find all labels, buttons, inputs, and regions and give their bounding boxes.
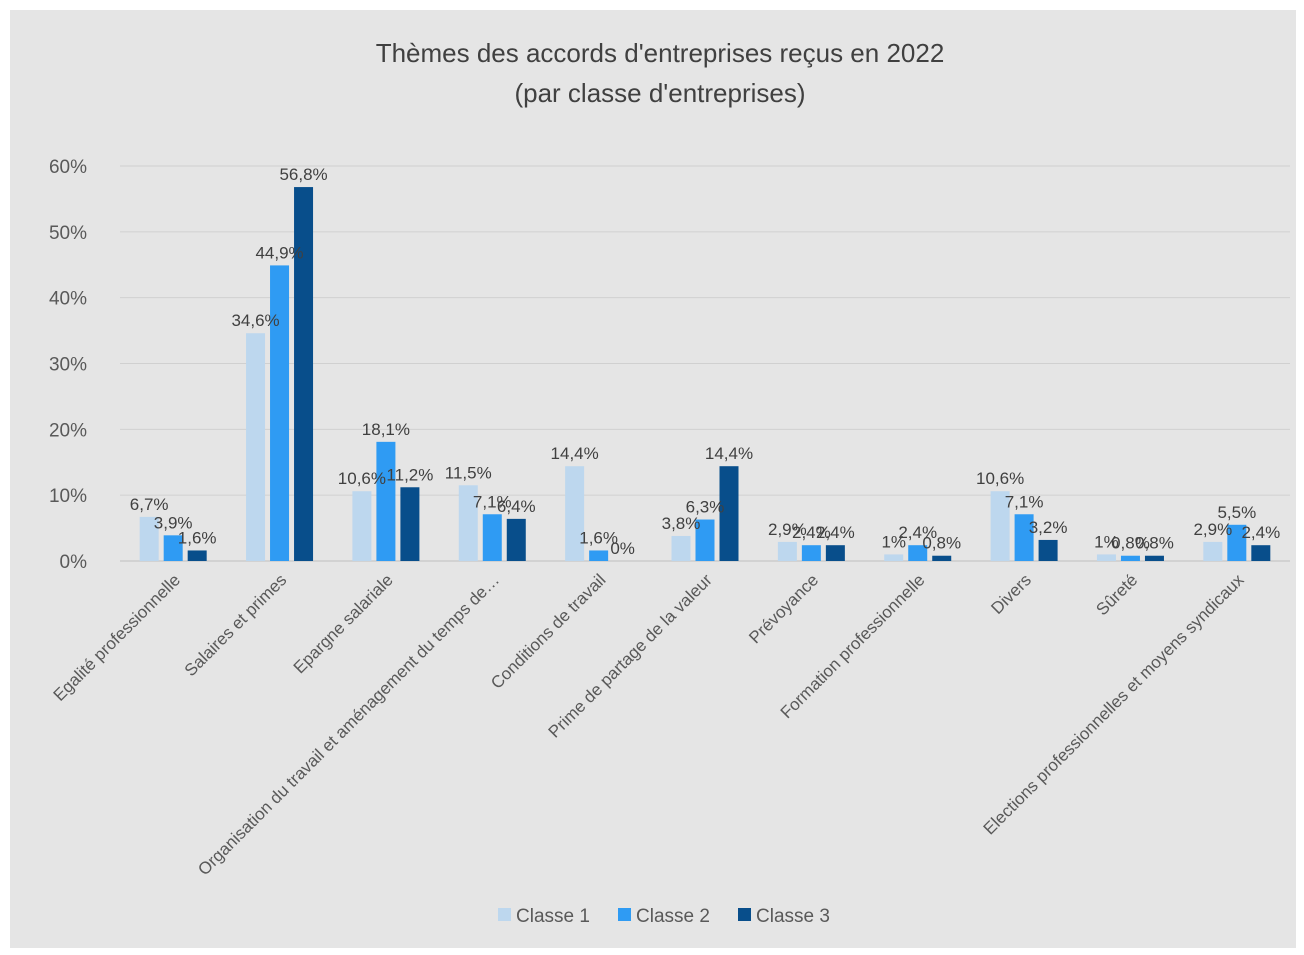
bar <box>589 550 609 561</box>
data-label: 2,4% <box>816 523 855 542</box>
bar <box>1038 539 1058 561</box>
data-label: 1,6% <box>579 528 618 547</box>
bar <box>458 485 478 561</box>
y-tick-label: 10% <box>49 486 87 507</box>
data-label: 3,2% <box>1029 518 1068 537</box>
data-labels: 6,7%3,9%1,6%34,6%44,9%56,8%10,6%18,1%11,… <box>130 165 1280 558</box>
data-label: 11,2% <box>386 465 433 484</box>
bar <box>695 519 715 561</box>
bar <box>719 466 739 561</box>
data-label: 2,9% <box>768 520 807 539</box>
data-label: 34,6% <box>231 311 279 330</box>
legend: Classe 1 Classe 2 Classe 3 <box>498 906 830 927</box>
legend-label: Classe 1 <box>516 906 590 927</box>
bar <box>246 333 266 561</box>
legend-swatch <box>738 908 751 921</box>
x-tick-label: Divers <box>987 570 1034 617</box>
bar <box>139 516 159 561</box>
y-tick-label: 0% <box>60 552 88 573</box>
data-label: 10,6% <box>976 469 1024 488</box>
data-label: 2,9% <box>1193 520 1232 539</box>
data-label: 2,4% <box>1241 523 1280 542</box>
bar <box>400 487 420 561</box>
x-tick-label: Egalité professionnelle <box>50 570 184 704</box>
x-tick-label: Conditions de travail <box>487 570 609 692</box>
y-tick-label: 50% <box>49 223 87 244</box>
data-label: 1,6% <box>178 528 217 547</box>
bar <box>932 555 952 561</box>
data-label: 1% <box>1094 532 1119 551</box>
bar <box>1227 524 1247 561</box>
data-label: 3,8% <box>662 514 701 533</box>
bar <box>482 514 502 561</box>
bar <box>1014 514 1034 561</box>
bar <box>990 491 1010 561</box>
data-label: 0,8% <box>1135 534 1174 553</box>
bar <box>884 554 904 561</box>
chart-title: Thèmes des accords d'entreprises reçus e… <box>376 38 945 68</box>
bar <box>187 550 207 561</box>
legend-swatch <box>498 908 511 921</box>
bar <box>825 545 845 561</box>
data-label: 3,9% <box>154 513 193 532</box>
gridlines <box>120 165 1290 562</box>
bar <box>908 545 928 561</box>
bar <box>1203 541 1223 561</box>
bar <box>376 441 396 561</box>
bar <box>352 491 372 561</box>
data-label: 14,4% <box>551 444 599 463</box>
bar <box>1144 555 1164 561</box>
data-label: 2,4% <box>898 523 937 542</box>
legend-label: Classe 3 <box>756 906 830 927</box>
bar <box>294 187 314 562</box>
bar <box>1120 555 1140 561</box>
data-label: 0,8% <box>1111 534 1150 553</box>
data-label: 6,3% <box>686 498 725 517</box>
chart-subtitle: (par classe d'entreprises) <box>514 78 805 108</box>
bar <box>506 518 526 561</box>
y-axis: 0% 10% 20% 30% 40% 50% 60% <box>49 157 87 573</box>
y-tick-label: 30% <box>49 355 87 376</box>
data-label: 56,8% <box>279 165 327 184</box>
x-tick-label: Epargne salariale <box>290 570 397 677</box>
bar <box>1096 554 1116 561</box>
data-label: 7,1% <box>1005 492 1044 511</box>
data-label: 0,8% <box>922 534 961 553</box>
data-label: 10,6% <box>338 469 386 488</box>
data-label: 18,1% <box>362 420 410 439</box>
data-label: 1% <box>881 532 906 551</box>
data-label: 5,5% <box>1217 503 1256 522</box>
y-tick-label: 40% <box>49 289 87 310</box>
bar <box>163 535 183 561</box>
legend-swatch <box>618 908 631 921</box>
data-label: 11,5% <box>445 463 492 482</box>
bar <box>1251 545 1271 561</box>
bar <box>565 466 585 561</box>
data-label: 7,1% <box>473 492 512 511</box>
data-label: 6,7% <box>130 495 169 514</box>
data-label: 44,9% <box>255 243 303 262</box>
bar <box>777 541 797 561</box>
data-label: 0% <box>610 539 635 558</box>
legend-label: Classe 2 <box>636 906 710 927</box>
data-label: 2,4% <box>792 523 831 542</box>
x-tick-label: Sûreté <box>1092 570 1141 619</box>
data-label: 14,4% <box>705 444 753 463</box>
bars <box>139 187 1271 562</box>
bar <box>671 535 691 561</box>
data-label: 6,4% <box>497 497 536 516</box>
y-tick-label: 60% <box>49 157 87 178</box>
bar <box>270 265 290 561</box>
x-tick-label: Salaires et primes <box>181 570 291 680</box>
y-tick-label: 20% <box>49 420 87 441</box>
bar-chart: Thèmes des accords d'entreprises reçus e… <box>49 38 1290 927</box>
bar <box>801 545 821 561</box>
chart-frame: Thèmes des accords d'entreprises reçus e… <box>10 10 1296 948</box>
x-tick-label: Prévoyance <box>745 570 822 647</box>
